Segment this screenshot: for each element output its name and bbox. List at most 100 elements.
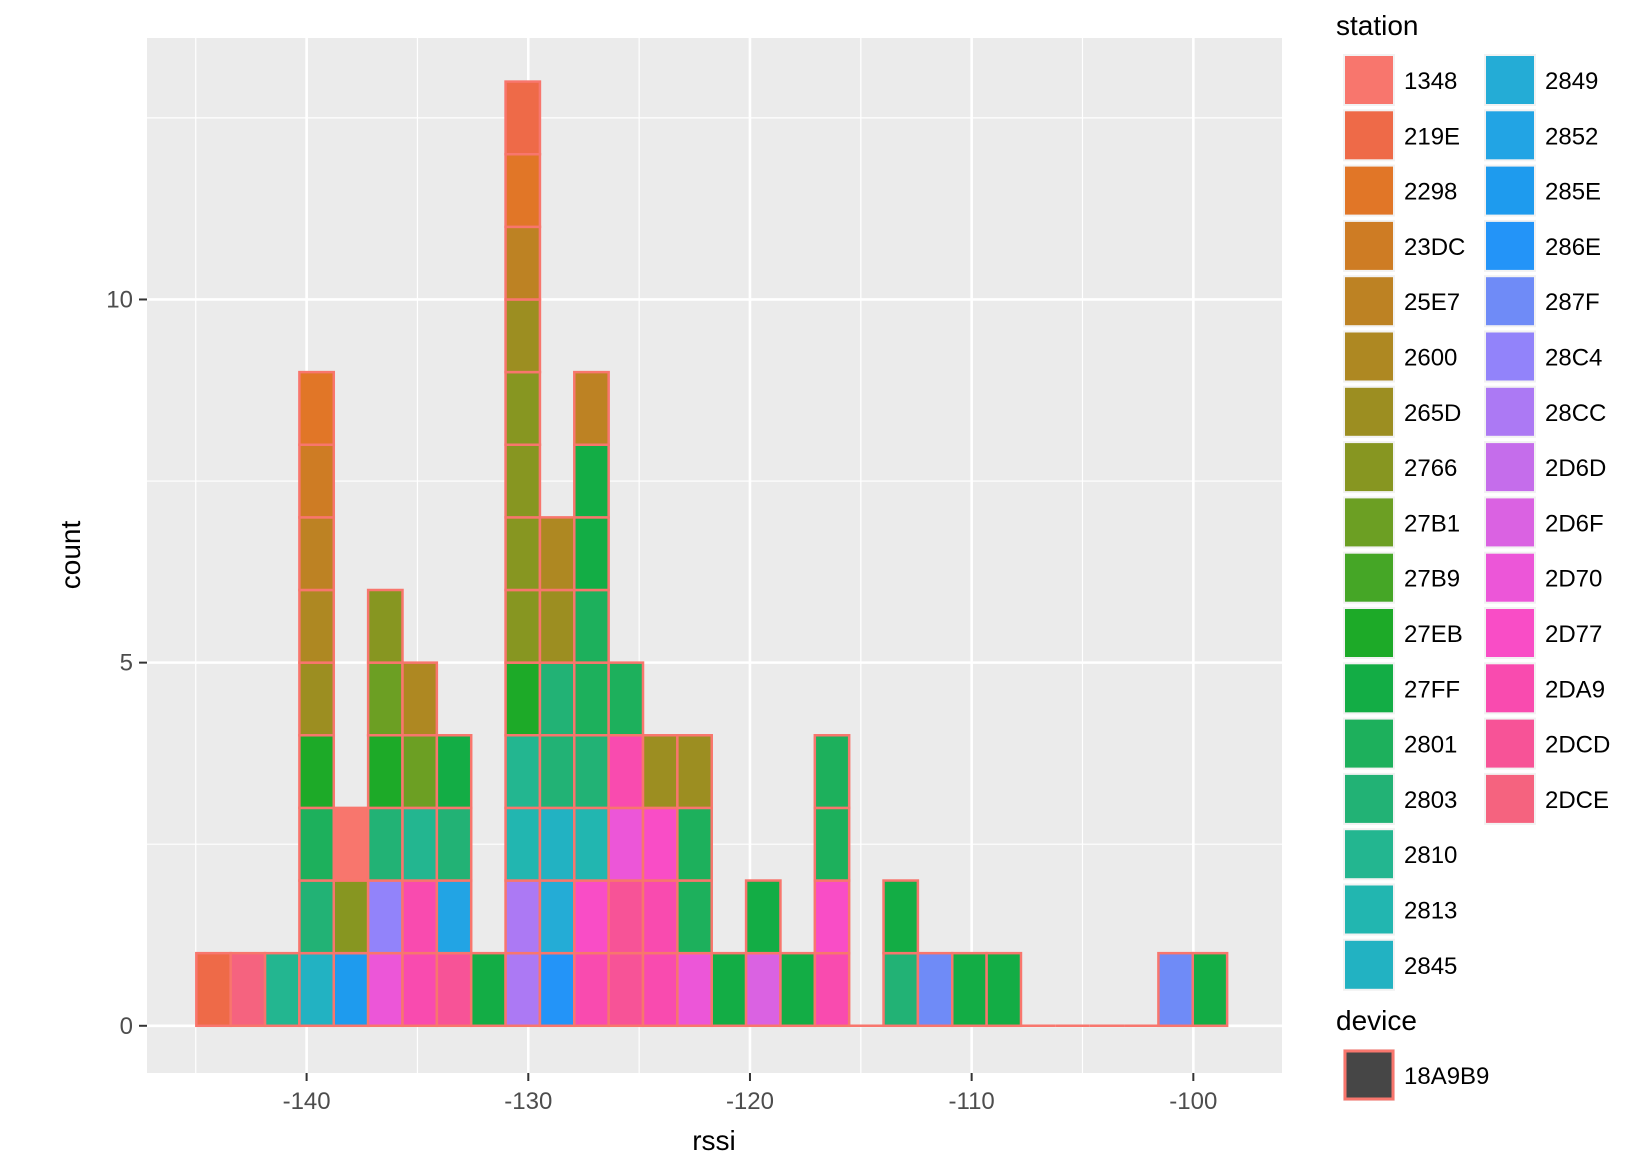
bar-segment [299,590,333,663]
legend-swatch [1486,388,1534,436]
legend-label: 25E7 [1404,289,1460,316]
legend-swatch [1345,720,1393,768]
legend-label: 2852 [1545,123,1598,150]
y-tick-label: 10 [106,286,133,313]
bar-segment [334,881,368,954]
bar-segment [299,372,333,445]
bar-segment [540,663,574,736]
bar-segment [540,881,574,954]
bar-segment [540,590,574,663]
legend-label: 2D77 [1545,621,1602,648]
legend-swatch [1345,609,1393,657]
legend-label: 27B9 [1404,566,1460,593]
legend-swatch [1345,886,1393,934]
bar-segment [402,808,436,881]
bar-segment [643,881,677,954]
legend-swatch [1486,498,1534,546]
bar-segment [815,808,849,881]
legend-label: 28CC [1545,400,1606,427]
legend-swatch [1345,277,1393,325]
bar-segment [677,735,711,808]
legend-swatch [1486,277,1534,325]
bar-segment [746,953,780,1026]
bar-segment [574,445,608,518]
bar-segment [368,953,402,1026]
y-tick-label: 5 [120,650,133,677]
bar-segment [506,808,540,881]
bar-segment [402,881,436,954]
bar-segment [299,445,333,518]
bar-segment [334,953,368,1026]
legend-label: 27FF [1404,676,1460,703]
legend-swatch [1345,333,1393,381]
bar-segment [712,953,746,1026]
bar-segment [609,953,643,1026]
bar-segment [574,735,608,808]
legend-swatch [1345,388,1393,436]
legend-label: 2D6F [1545,510,1604,537]
bar-segment [574,372,608,445]
legend-station-title: station [1336,10,1419,41]
legend-swatch [1486,56,1534,104]
bar-segment [746,881,780,954]
legend-swatch [1486,775,1534,823]
legend-swatch [1486,443,1534,491]
bar-segment [299,517,333,590]
bar-segment [540,953,574,1026]
bar-segment [471,953,505,1026]
x-tick-label: -130 [504,1088,552,1115]
bar-segment [506,953,540,1026]
legend-swatch [1345,443,1393,491]
legend-label: 2845 [1404,953,1457,980]
bar-segment [506,227,540,300]
bar-segment [815,881,849,954]
bar-segment [506,372,540,445]
bar-segment [437,953,471,1026]
legend-label: 2D6D [1545,455,1606,482]
legend-label: 28C4 [1545,345,1602,372]
bar-segment [334,808,368,881]
bar-segment [506,82,540,155]
bar-segment [574,590,608,663]
bar-segment [506,735,540,808]
bar-segment [574,881,608,954]
legend-swatch [1345,167,1393,215]
legend-label: 219E [1404,123,1460,150]
y-axis-title: count [55,521,86,590]
bar-segment [574,953,608,1026]
bar-segment [952,953,986,1026]
bar-segment [368,881,402,954]
legend-swatch [1486,111,1534,159]
bar-segment [574,808,608,881]
bar-segment [402,735,436,808]
legend-swatch [1486,222,1534,270]
legend-swatch [1345,111,1393,159]
bar-segment [506,154,540,227]
bar-segment [815,953,849,1026]
bar-segment [368,735,402,808]
legend-label: 2DA9 [1545,676,1605,703]
legend-label: 1348 [1404,68,1457,95]
bar-segment [987,953,1021,1026]
bar-segment [643,735,677,808]
legend-label: 285E [1545,179,1601,206]
bar-segment [265,953,299,1026]
bar-segment [815,735,849,808]
bar-segment [437,735,471,808]
bar-segment [299,881,333,954]
bar-segment [506,299,540,372]
bar-segment [780,953,814,1026]
x-tick-label: -120 [726,1088,774,1115]
bar-segment [437,881,471,954]
bar-segment [540,735,574,808]
x-tick-label: -110 [949,1088,995,1115]
bar-segment [299,808,333,881]
y-tick-label: 0 [120,1013,133,1040]
bar-segment [643,953,677,1026]
bar-segment [574,517,608,590]
x-axis-title: rssi [692,1125,736,1156]
x-tick-label: -100 [1169,1088,1217,1115]
legend-swatch [1486,554,1534,602]
